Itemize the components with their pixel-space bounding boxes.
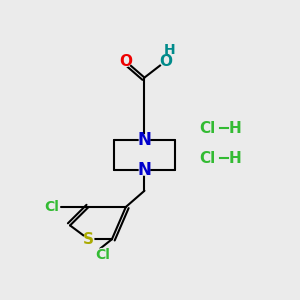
Text: H: H bbox=[229, 121, 242, 136]
Text: S: S bbox=[83, 232, 94, 247]
Text: Cl: Cl bbox=[44, 200, 59, 214]
Text: Cl: Cl bbox=[199, 151, 215, 166]
Circle shape bbox=[166, 46, 174, 54]
Text: O: O bbox=[159, 54, 172, 69]
Circle shape bbox=[44, 200, 58, 214]
Text: O: O bbox=[119, 54, 132, 69]
Circle shape bbox=[139, 165, 150, 175]
Text: H: H bbox=[229, 151, 242, 166]
Text: N: N bbox=[137, 131, 152, 149]
Text: N: N bbox=[137, 161, 152, 179]
Text: Cl: Cl bbox=[95, 248, 110, 262]
Circle shape bbox=[83, 234, 94, 244]
Text: H: H bbox=[164, 43, 176, 57]
Circle shape bbox=[160, 56, 170, 67]
Circle shape bbox=[96, 248, 110, 262]
Text: Cl: Cl bbox=[199, 121, 215, 136]
Circle shape bbox=[121, 56, 131, 67]
Circle shape bbox=[139, 135, 150, 145]
